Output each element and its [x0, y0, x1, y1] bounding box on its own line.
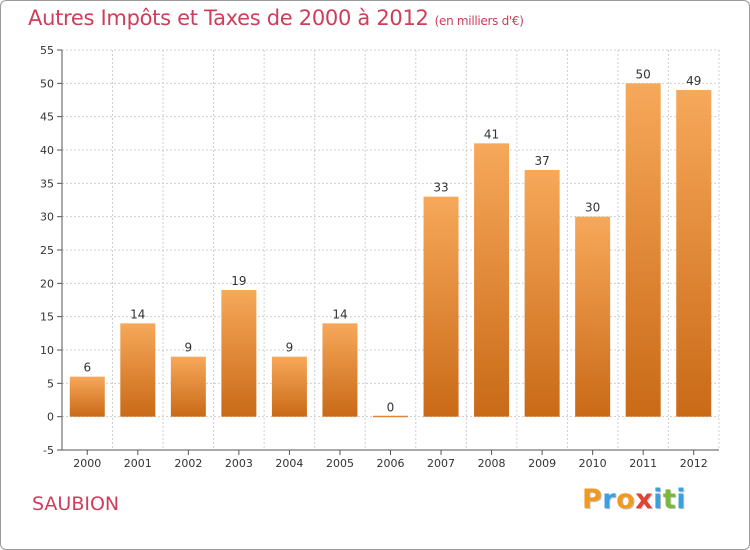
y-tick-label: 25 [40, 244, 54, 257]
bar-2000 [69, 376, 105, 417]
y-tick-label: 40 [40, 144, 54, 157]
x-tick-label-2004: 2004 [275, 457, 303, 470]
value-label-2003: 19 [231, 274, 246, 288]
bar-2006 [373, 415, 408, 418]
value-label-2004: 9 [286, 341, 294, 355]
x-tick-label-2003: 2003 [225, 457, 253, 470]
axes: -5 0 5 10 15 20 25 30 35 40 45 50 55 [40, 44, 719, 457]
y-tick-label: 45 [40, 111, 54, 124]
x-tick-label-2002: 2002 [174, 457, 202, 470]
y-tick-label: -5 [43, 444, 54, 457]
x-tick-label-2005: 2005 [326, 457, 354, 470]
x-tick-label-2011: 2011 [629, 457, 657, 470]
logo-letter: o [616, 484, 636, 515]
chart-title: Autres Impôts et Taxes de 2000 à 2012 (en… [28, 6, 524, 30]
y-tick-label: 15 [40, 311, 54, 324]
bar-2011 [625, 83, 661, 417]
y-tick-label: 30 [40, 211, 54, 224]
logo-letter: x [635, 484, 654, 515]
y-tick-label: 0 [47, 411, 54, 424]
y-tick-label: 10 [40, 344, 54, 357]
location-label: SAUBION [32, 493, 120, 515]
x-tick-label-2009: 2009 [528, 457, 556, 470]
bar-2002 [170, 356, 206, 417]
logo-letter: r [602, 484, 617, 515]
value-label-2009: 37 [534, 154, 549, 168]
value-label-2008: 41 [484, 127, 499, 141]
bar-2003 [221, 290, 257, 417]
value-label-2012: 49 [686, 74, 701, 88]
bars [69, 83, 712, 418]
x-tick-label-2008: 2008 [478, 457, 506, 470]
value-label-2011: 50 [636, 67, 651, 81]
value-label-2007: 33 [433, 181, 448, 195]
value-label-2006: 0 [387, 401, 395, 415]
x-tick-label-2001: 2001 [124, 457, 152, 470]
logo-letter: i [653, 484, 663, 515]
y-tick-label: 55 [40, 44, 54, 57]
bar-2009 [524, 170, 560, 417]
value-label-2002: 9 [185, 341, 193, 355]
bar-2010 [575, 216, 611, 417]
grid-lines [61, 49, 720, 451]
value-label-2005: 14 [332, 307, 347, 321]
bar-2012 [676, 90, 712, 417]
labels: 6 2000 14 2001 9 2002 19 2003 9 2004 14 2005 0 2006 33… [73, 67, 707, 470]
proxiti-logo: Proxiti [582, 484, 686, 515]
chart-subtitle: (en milliers d'€) [434, 14, 524, 28]
value-label-2001: 14 [130, 307, 145, 321]
value-label-2000: 6 [83, 361, 91, 375]
logo-letter: t [662, 484, 677, 515]
y-tick-label: 20 [40, 277, 54, 290]
x-tick-label-2000: 2000 [73, 457, 101, 470]
logo-letter: P [582, 484, 603, 515]
logo-letter: i [676, 484, 687, 515]
bar-2008 [474, 143, 510, 417]
x-tick-label-2006: 2006 [377, 457, 405, 470]
x-tick-label-2010: 2010 [579, 457, 607, 470]
bar-2001 [120, 323, 156, 417]
bar-2005 [322, 323, 358, 417]
bar-2004 [271, 356, 307, 417]
value-label-2010: 30 [585, 201, 600, 215]
bar-2007 [423, 196, 459, 417]
y-tick-label: 35 [40, 177, 54, 190]
x-tick-label-2007: 2007 [427, 457, 455, 470]
y-tick-label: 50 [40, 77, 54, 90]
y-tick-label: 5 [47, 377, 54, 390]
chart-title-text: Autres Impôts et Taxes de 2000 à 2012 [28, 6, 429, 30]
x-tick-label-2012: 2012 [680, 457, 708, 470]
